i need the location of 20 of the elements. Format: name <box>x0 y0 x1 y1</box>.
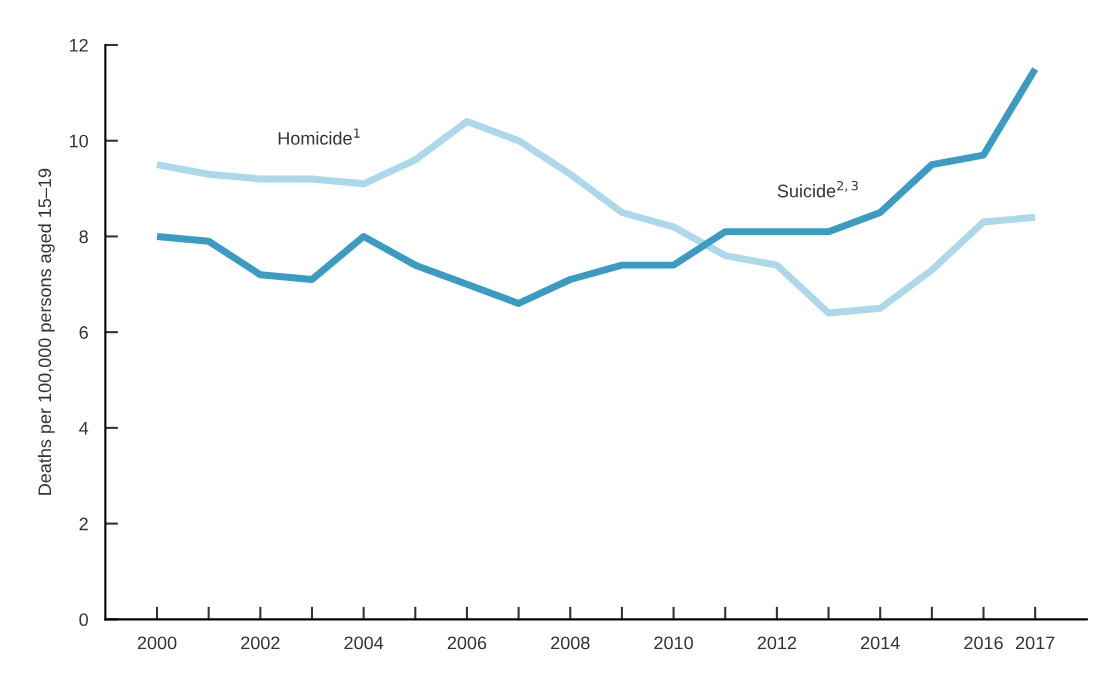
x-tick-label: 2017 <box>1015 636 1055 650</box>
x-tick-label: 2016 <box>964 636 1003 650</box>
y-tick-label: 8 <box>79 230 88 244</box>
x-tick-label: 2006 <box>447 636 487 650</box>
x-tick-label: 2012 <box>757 636 797 650</box>
x-tick-label: 2008 <box>551 636 590 650</box>
x-tick-label: 2014 <box>861 636 900 650</box>
y-tick-label: 6 <box>79 326 88 339</box>
y-tick-label: 10 <box>69 134 88 148</box>
x-tick-label: 2010 <box>654 636 693 650</box>
y-tick-label: 12 <box>69 38 88 52</box>
series-label: Suicide$^{2,3}$ <box>777 180 858 198</box>
y-tick-label: 4 <box>79 422 89 435</box>
y-tick-label: 0 <box>79 613 88 627</box>
x-tick-label: 2002 <box>241 636 280 650</box>
series-label: Homicide$^{1}$ <box>278 128 360 145</box>
y-tick-label: 2 <box>79 517 88 531</box>
x-tick-label: 2004 <box>344 636 384 650</box>
y-axis-title: Deaths per 100,000 persons aged 15–19 <box>37 168 55 495</box>
x-tick-label: 2000 <box>137 636 177 650</box>
